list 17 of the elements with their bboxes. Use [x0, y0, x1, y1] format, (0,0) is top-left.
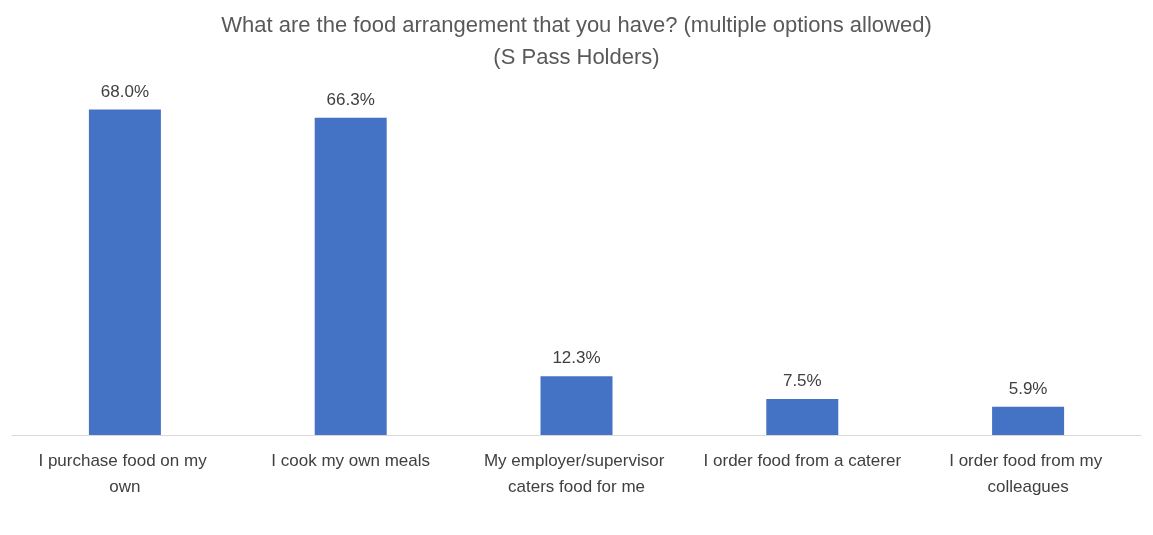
chart-title: What are the food arrangement that you have? (multiple options allowed) [221, 11, 932, 37]
x-tick-label: My employer/supervisor caters food for me [483, 450, 670, 496]
data-label: 66.3% [326, 89, 375, 109]
x-tick-label: I order food from my colleagues [949, 450, 1107, 496]
data-label: 68.0% [100, 81, 149, 101]
data-label: 7.5% [782, 371, 822, 391]
bar [992, 406, 1065, 435]
bar [540, 376, 613, 435]
x-tick-label: I cook my own meals [271, 450, 431, 470]
bar [88, 109, 161, 435]
data-label: 5.9% [1008, 378, 1048, 398]
x-tick-label: I purchase food on my own [38, 450, 212, 496]
bar [314, 117, 387, 435]
bar [766, 399, 839, 435]
chart-subtitle: (S Pass Holders) [493, 43, 660, 69]
x-tick-label: I order food from a caterer [703, 450, 902, 470]
data-label: 12.3% [552, 348, 601, 368]
